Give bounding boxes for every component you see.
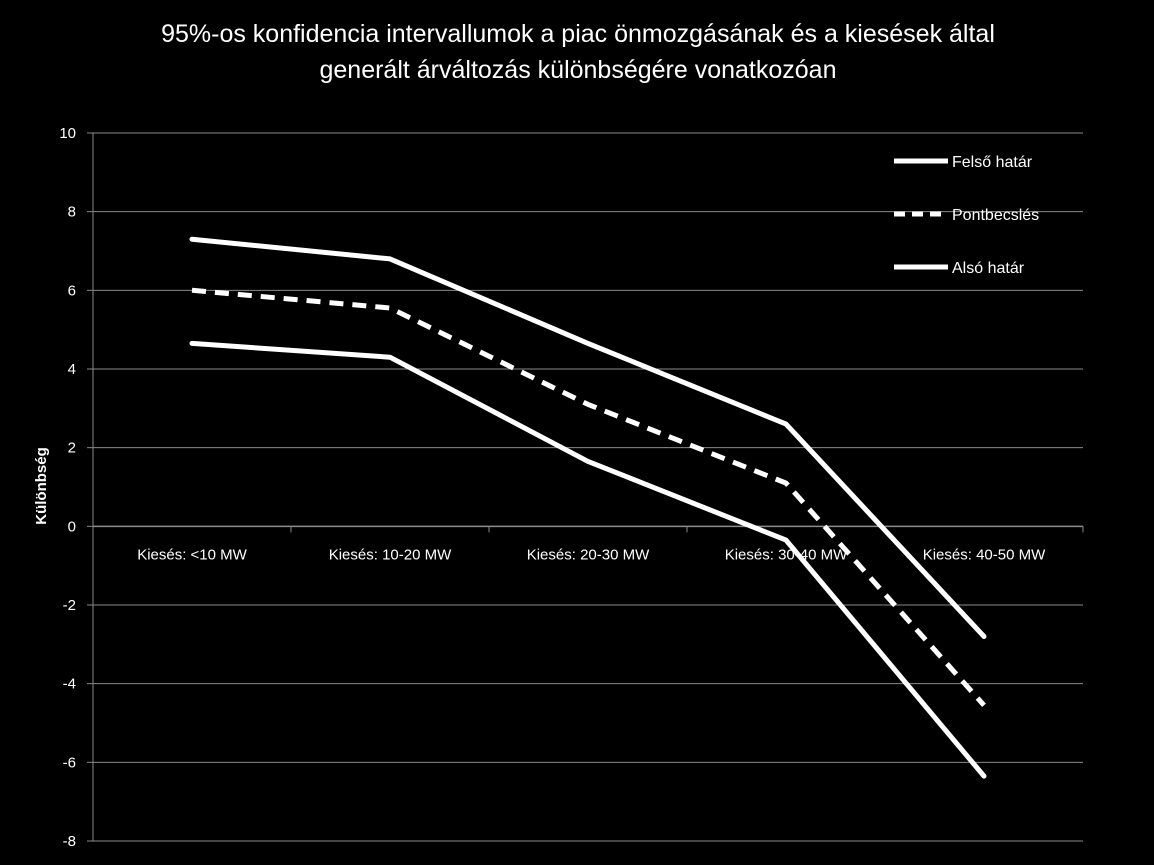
y-axis-ticks: 10 8 6 4 2 0 -2 -4 -6 -8 [59, 125, 93, 850]
y-tick-label: 8 [68, 204, 76, 221]
y-tick-label: 0 [68, 518, 76, 535]
chart-title-line-2: generált árváltozás különbségére vonatko… [319, 56, 836, 84]
y-tick-label: -4 [63, 676, 76, 693]
x-tick-label: Kiesés: 10-20 MW [329, 546, 452, 563]
x-tick-label: Kiesés: 40-50 MW [923, 546, 1046, 563]
legend-label-2: Pontbecslés [952, 207, 1039, 224]
x-axis-ticks: Kiesés: <10 MW Kiesés: 10-20 MW Kiesés: 20… [92, 526, 1084, 563]
x-tick-label: Kiesés: 20-30 MW [527, 546, 650, 563]
series-line-2 [191, 287, 986, 707]
chart-title-line-1: 95%-os konfidencia intervallumok a piac … [161, 20, 995, 48]
legend-label-1: Felső határ [952, 154, 1033, 171]
y-axis-label: Különbség [33, 447, 50, 525]
y-tick-label: 10 [59, 125, 76, 142]
y-tick-label: -6 [63, 754, 76, 771]
series-line-3 [189, 340, 987, 779]
series-line-1 [189, 236, 987, 639]
y-tick-label: -2 [63, 597, 76, 614]
y-tick-label: 4 [68, 361, 76, 378]
x-tick-label: Kiesés: <10 MW [137, 546, 247, 563]
x-tick-label: Kiesés: 30-40 MW [725, 546, 848, 563]
y-tick-label: 6 [68, 282, 76, 299]
legend-label-3: Alsó határ [952, 260, 1025, 277]
series-lines [189, 236, 987, 779]
y-tick-label: 2 [68, 440, 76, 457]
legend: Felső határ Pontbecslés Alsó határ [894, 154, 1039, 277]
y-tick-label: -8 [63, 833, 76, 850]
axes [92, 133, 1083, 841]
gridlines [93, 132, 1083, 842]
